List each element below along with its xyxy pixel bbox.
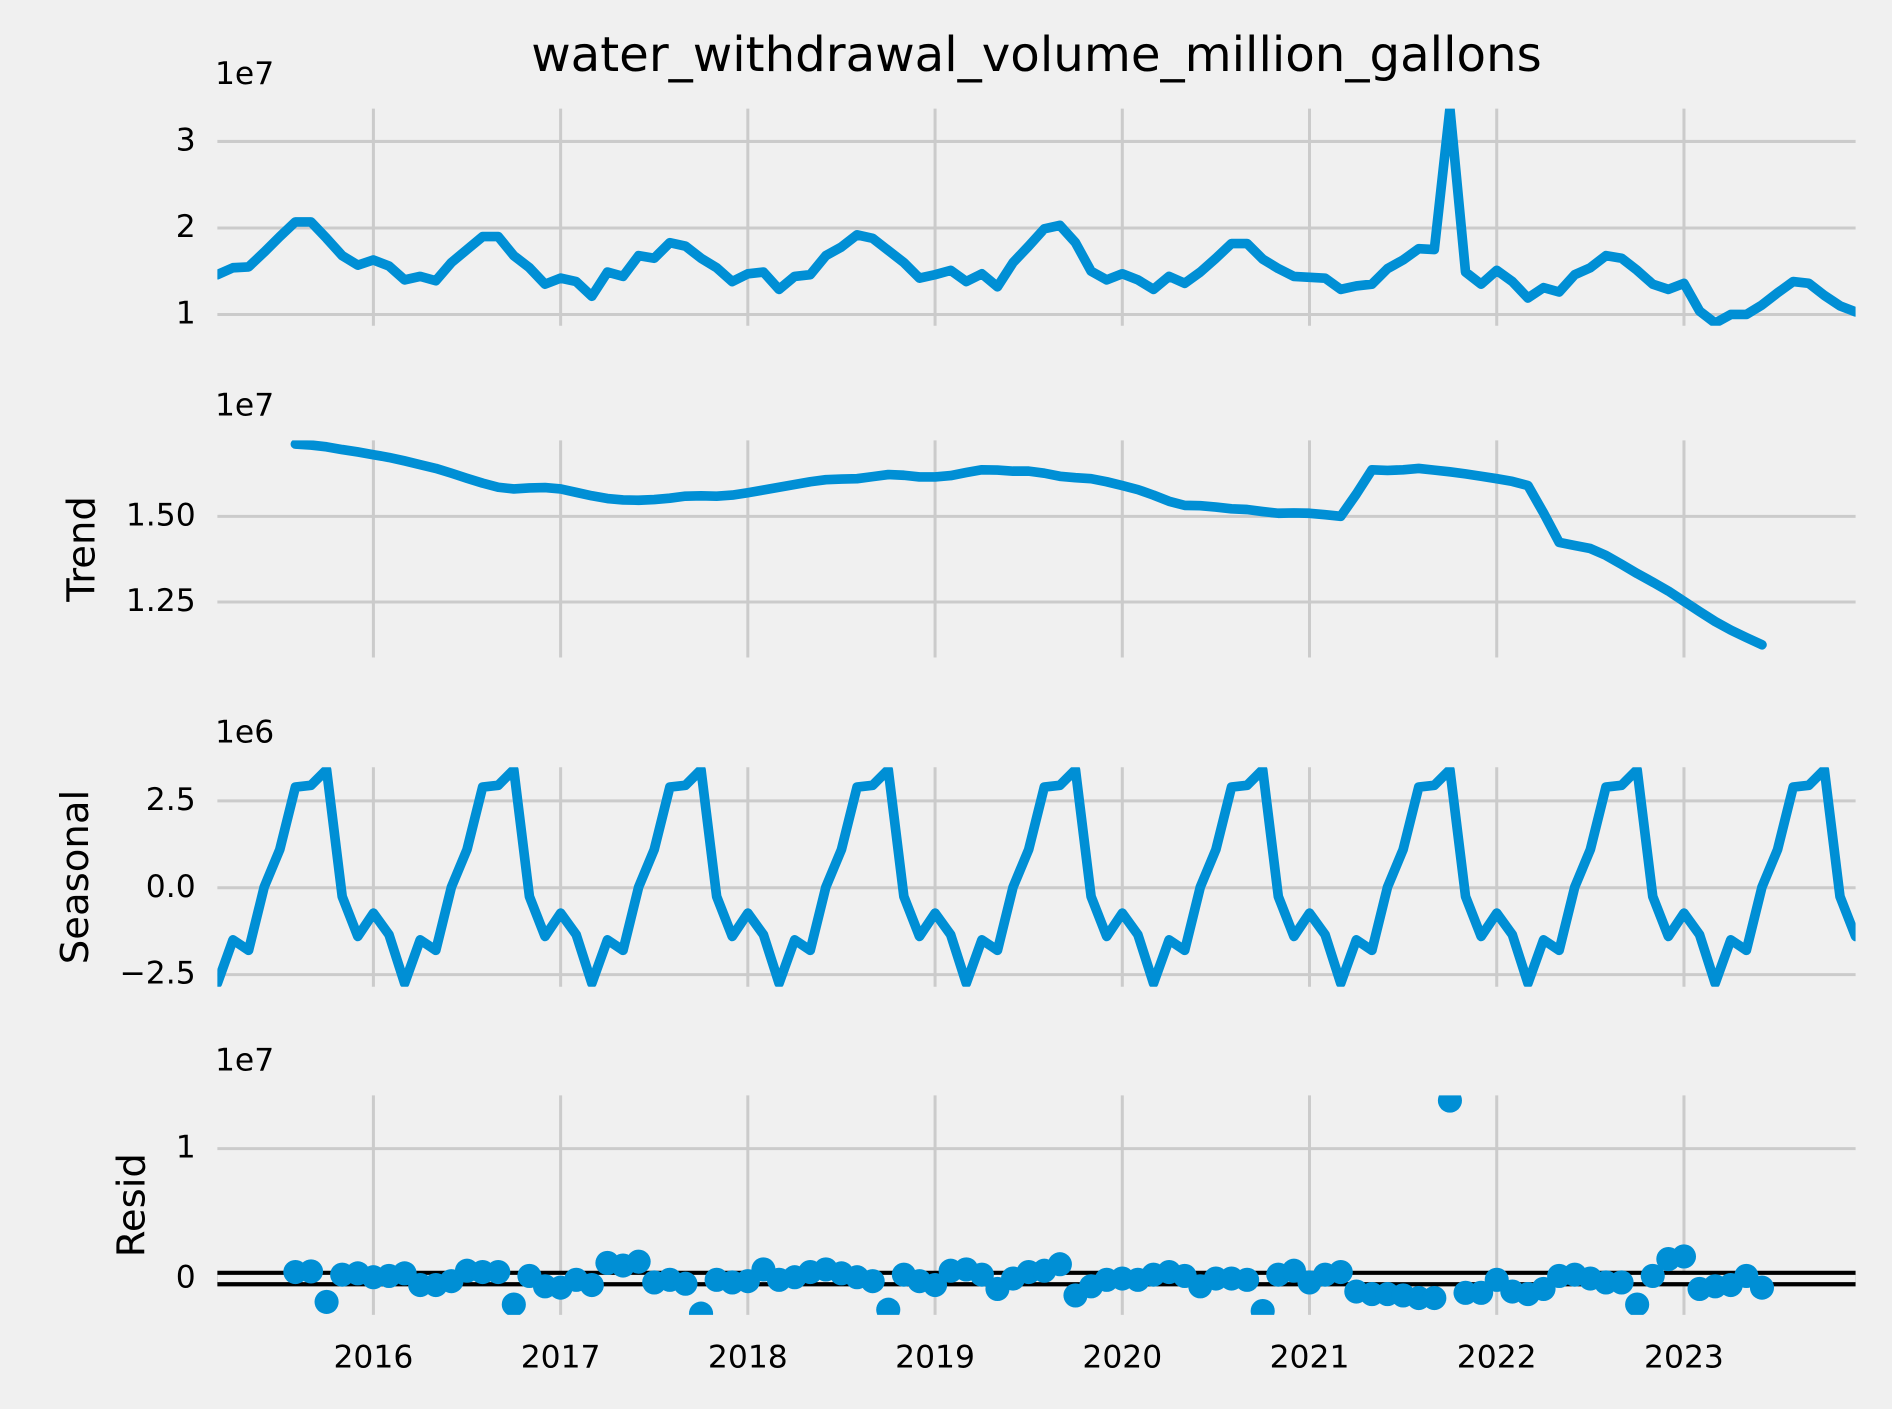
data-point [922,1272,948,1298]
y-tick-label: −2.5 [120,956,196,992]
data-point [969,1262,994,1287]
x-tick-label: 2018 [708,1339,788,1375]
data-point [1625,1292,1650,1315]
data-point [1640,1263,1665,1288]
x-tick-label: 2016 [333,1339,413,1375]
y-tick-label: 1 [176,295,196,331]
data-point [860,1269,885,1294]
y-axis-label: Resid [109,1153,154,1257]
panel: 1.25 1.50 1e7 Trend [59,388,1856,658]
y-tick-label: 2 [176,209,196,245]
panel: 0 1 2016 2017 2018 2019 2020 2021 2022 2023 1e7 Res… [109,1043,1856,1375]
data-point [1609,1270,1634,1295]
y-axis-label: Trend [59,496,104,603]
data-point [486,1259,511,1285]
data-point [1422,1285,1447,1311]
data-line [290,440,1767,650]
data-point [1328,1259,1353,1285]
data-point [298,1259,324,1284]
data-point [1749,1275,1775,1300]
x-tick-label: 2019 [895,1339,975,1375]
offset-text: 1e7 [215,56,274,92]
y-tick-label: 0 [176,1260,196,1296]
x-tick-label: 2023 [1644,1339,1724,1375]
y-tick-label: 1.50 [126,497,196,533]
x-tick-label: 2017 [521,1339,601,1375]
data-line [217,108,1856,326]
panel: −2.5 0.0 2.5 1e6 Seasonal [53,714,1856,992]
data-point [579,1272,604,1298]
data-point [1250,1298,1275,1315]
y-tick-label: 0.0 [146,869,196,905]
offset-text: 1e7 [215,1043,274,1079]
data-point [626,1249,651,1274]
x-tick-label: 2022 [1457,1339,1537,1375]
y-tick-label: 2.5 [146,782,196,818]
panel: 1 2 3 1e7 [176,56,1856,331]
y-tick-label: 1.25 [126,583,196,619]
data-point [673,1271,698,1296]
offset-text: 1e6 [215,714,274,750]
y-axis-label: Seasonal [53,790,98,964]
data-point [1235,1267,1260,1292]
data-point [1671,1244,1697,1269]
data-point [1437,1095,1462,1113]
data-point [314,1289,339,1314]
data-line [217,767,1856,987]
chart-title: water_withdrawal_volume_million_gallons [531,27,1542,83]
x-tick-label: 2020 [1082,1339,1162,1375]
data-point [501,1292,526,1315]
data-point [876,1297,901,1315]
offset-text: 1e7 [215,388,274,424]
y-tick-label: 1 [176,1130,196,1166]
data-point [1047,1252,1072,1277]
x-tick-label: 2021 [1270,1339,1350,1375]
data-point [688,1301,714,1315]
y-tick-label: 3 [176,122,196,158]
